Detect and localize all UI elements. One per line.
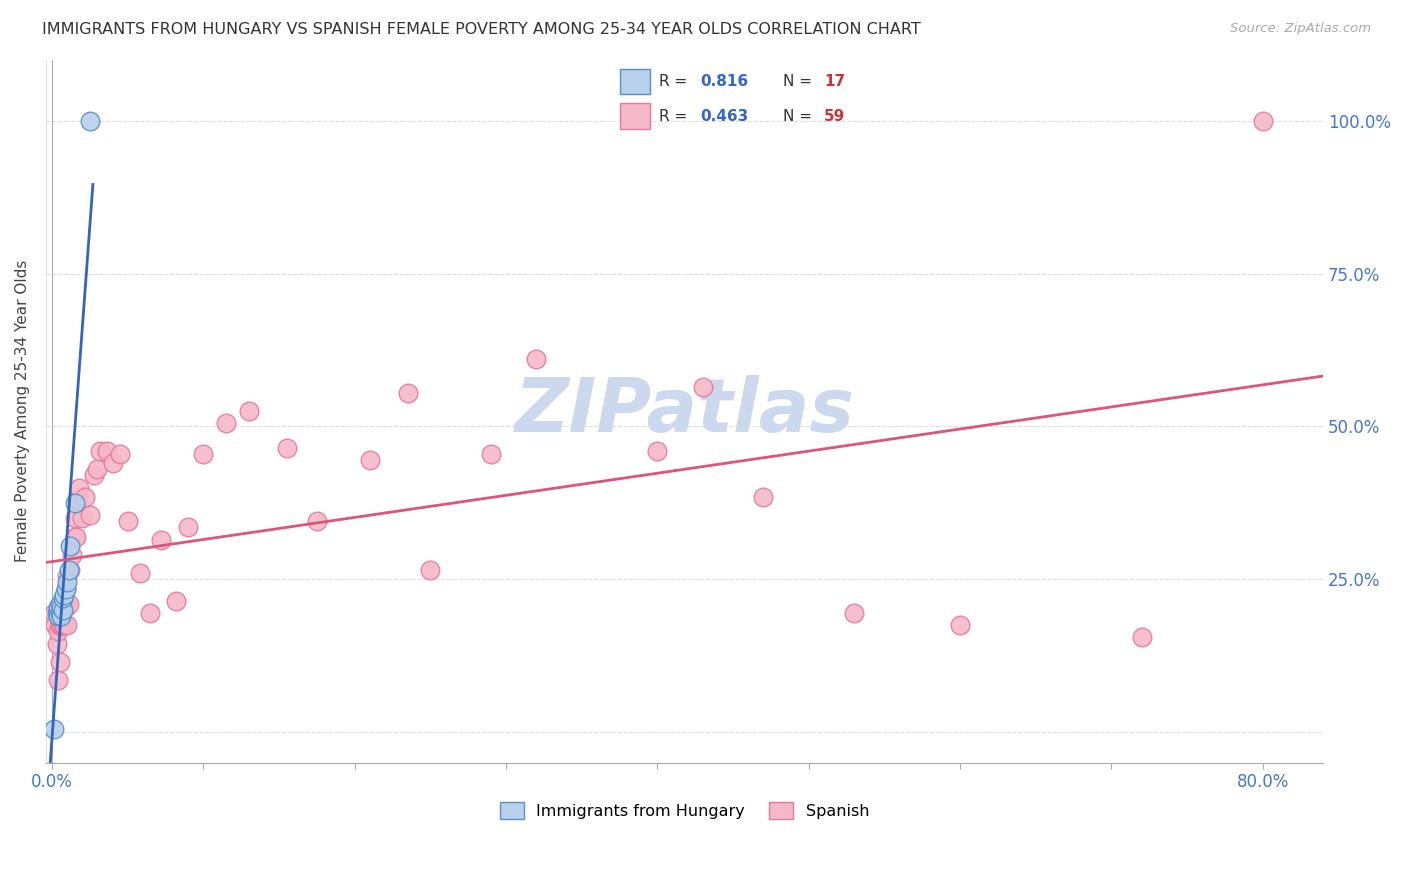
Point <box>56 575 79 590</box>
Point <box>177 520 200 534</box>
Point <box>193 447 215 461</box>
Point <box>108 447 131 461</box>
Point <box>59 539 82 553</box>
Text: N =: N = <box>783 109 817 124</box>
Text: Source: ZipAtlas.com: Source: ZipAtlas.com <box>1230 22 1371 36</box>
Point <box>79 113 101 128</box>
Point <box>56 618 79 632</box>
Point <box>1251 113 1274 128</box>
Point <box>1130 631 1153 645</box>
Point <box>65 530 87 544</box>
Text: R =: R = <box>659 109 692 124</box>
Point <box>52 597 75 611</box>
Point <box>52 618 75 632</box>
Point <box>48 618 70 632</box>
Point <box>45 636 67 650</box>
Text: R =: R = <box>659 74 692 89</box>
Point <box>55 582 77 596</box>
Point <box>149 533 172 547</box>
Point <box>49 609 72 624</box>
Point <box>48 655 70 669</box>
Point <box>46 599 69 614</box>
Point <box>49 618 72 632</box>
Point <box>949 618 972 632</box>
Point <box>128 566 150 581</box>
Point <box>72 511 94 525</box>
Point <box>42 606 65 620</box>
Point <box>101 456 124 470</box>
Point <box>42 722 65 736</box>
Point <box>419 563 441 577</box>
Point <box>59 563 82 577</box>
Point <box>52 603 75 617</box>
Point <box>842 606 865 620</box>
Point <box>238 404 260 418</box>
Point <box>45 606 67 620</box>
Point <box>396 385 419 400</box>
Point <box>46 609 69 624</box>
Point <box>479 447 502 461</box>
Point <box>276 441 298 455</box>
Point <box>44 618 66 632</box>
Point <box>52 591 75 605</box>
Point <box>63 511 86 525</box>
Bar <box>620 103 650 129</box>
Point <box>66 492 89 507</box>
Point <box>46 673 69 688</box>
Point <box>55 599 77 614</box>
Point <box>117 514 139 528</box>
Point <box>692 380 714 394</box>
Text: 0.463: 0.463 <box>700 109 748 124</box>
Point <box>53 618 76 632</box>
Point <box>63 530 86 544</box>
Point <box>647 444 669 458</box>
Point <box>359 453 381 467</box>
Point <box>60 548 83 562</box>
Legend: Immigrants from Hungary, Spanish: Immigrants from Hungary, Spanish <box>494 796 876 825</box>
Text: 59: 59 <box>824 109 845 124</box>
Point <box>165 593 187 607</box>
Point <box>305 514 328 528</box>
Point <box>48 618 70 632</box>
Point <box>139 606 162 620</box>
Point <box>55 582 77 596</box>
Point <box>79 508 101 523</box>
Text: N =: N = <box>783 74 817 89</box>
Point <box>48 597 70 611</box>
Text: 0.816: 0.816 <box>700 74 748 89</box>
Point <box>96 444 118 458</box>
Point <box>53 591 76 605</box>
Point <box>63 496 86 510</box>
Text: IMMIGRANTS FROM HUNGARY VS SPANISH FEMALE POVERTY AMONG 25-34 YEAR OLDS CORRELAT: IMMIGRANTS FROM HUNGARY VS SPANISH FEMAL… <box>42 22 921 37</box>
Y-axis label: Female Poverty Among 25-34 Year Olds: Female Poverty Among 25-34 Year Olds <box>15 260 30 562</box>
Point <box>524 352 547 367</box>
Point <box>58 563 80 577</box>
Bar <box>620 69 650 95</box>
Point <box>75 490 97 504</box>
Point <box>49 618 72 632</box>
Point <box>86 462 108 476</box>
Text: 17: 17 <box>824 74 845 89</box>
Point <box>48 606 70 620</box>
Point <box>215 417 238 431</box>
Point <box>53 588 76 602</box>
Point <box>58 597 80 611</box>
Point <box>49 606 72 620</box>
Point <box>83 468 105 483</box>
Point <box>752 490 775 504</box>
Text: ZIPatlas: ZIPatlas <box>515 375 855 448</box>
Point <box>89 444 111 458</box>
Point <box>46 624 69 639</box>
Point <box>67 481 90 495</box>
Point <box>49 599 72 614</box>
Point <box>56 569 79 583</box>
